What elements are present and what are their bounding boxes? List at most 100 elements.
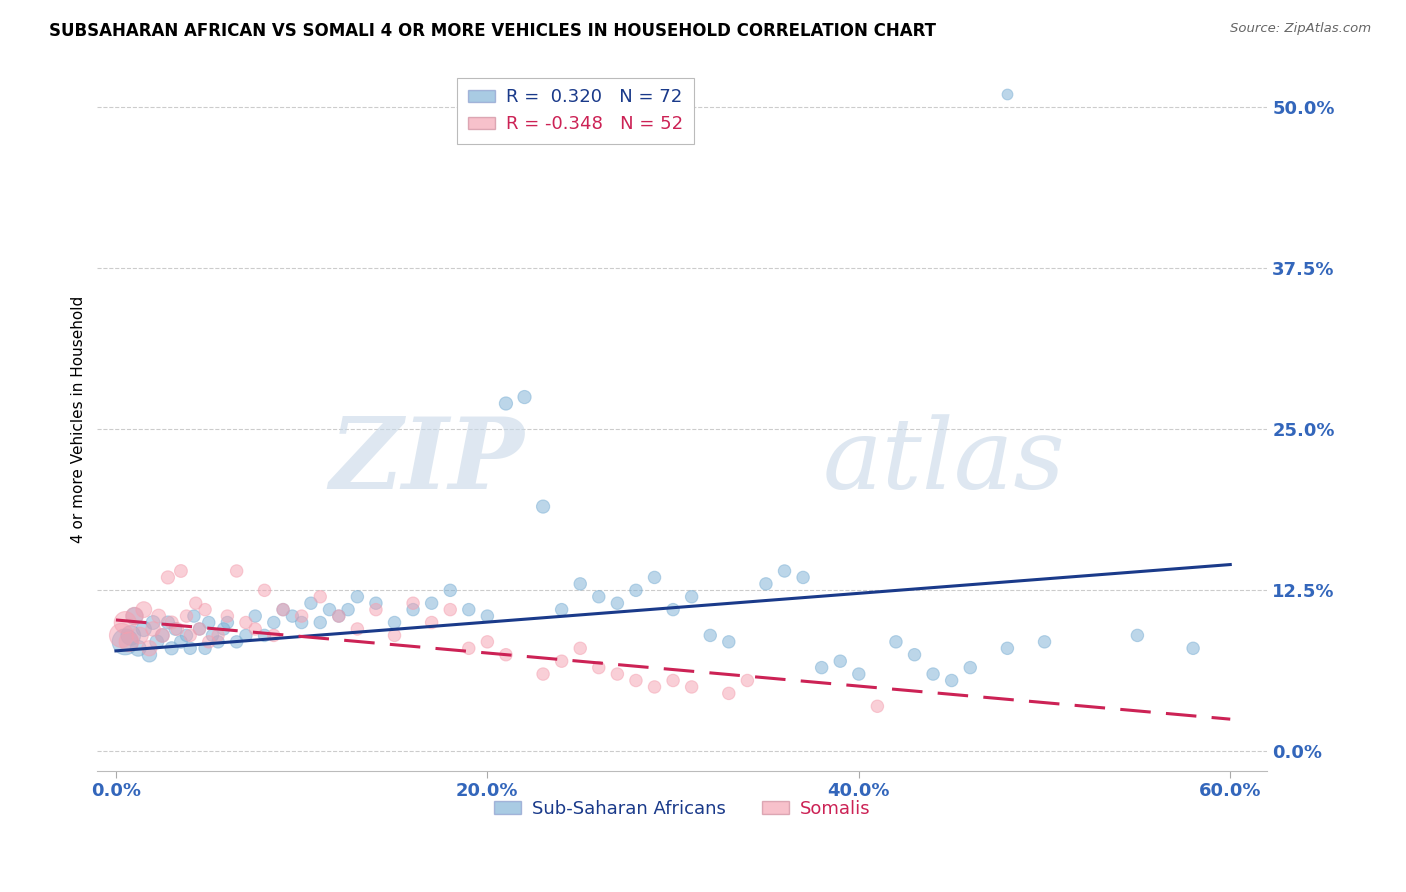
Point — [207, 628, 229, 642]
Point — [384, 615, 406, 630]
Point — [513, 390, 536, 404]
Point — [165, 622, 187, 636]
Point — [194, 602, 217, 616]
Point — [138, 648, 160, 662]
Point — [402, 596, 425, 610]
Point — [225, 564, 247, 578]
Point — [176, 628, 198, 642]
Point — [457, 602, 479, 616]
Point — [183, 609, 205, 624]
Point — [1126, 628, 1149, 642]
Point — [995, 641, 1018, 656]
Point — [138, 641, 160, 656]
Point — [129, 628, 152, 642]
Point — [150, 628, 173, 642]
Point — [235, 615, 257, 630]
Point — [699, 628, 721, 642]
Point — [569, 577, 592, 591]
Point — [188, 622, 211, 636]
Point — [291, 615, 314, 630]
Point — [217, 615, 239, 630]
Point — [681, 680, 703, 694]
Point — [160, 615, 183, 630]
Point — [197, 635, 219, 649]
Point — [662, 673, 685, 688]
Point — [995, 87, 1018, 102]
Point — [477, 635, 499, 649]
Point — [644, 680, 666, 694]
Point — [132, 622, 155, 636]
Point — [124, 609, 146, 624]
Point — [662, 602, 685, 616]
Point — [328, 609, 350, 624]
Point — [281, 609, 304, 624]
Point — [253, 583, 276, 598]
Point — [132, 602, 155, 616]
Point — [903, 648, 925, 662]
Point — [148, 609, 170, 624]
Point — [810, 660, 832, 674]
Point — [644, 570, 666, 584]
Point — [156, 615, 179, 630]
Point — [495, 648, 517, 662]
Text: SUBSAHARAN AFRICAN VS SOMALI 4 OR MORE VEHICLES IN HOUSEHOLD CORRELATION CHART: SUBSAHARAN AFRICAN VS SOMALI 4 OR MORE V… — [49, 22, 936, 40]
Point — [217, 609, 239, 624]
Point — [569, 641, 592, 656]
Point — [179, 641, 201, 656]
Point — [263, 628, 285, 642]
Point — [188, 622, 211, 636]
Point — [848, 667, 870, 681]
Point — [271, 602, 294, 616]
Point — [184, 596, 207, 610]
Point — [197, 615, 219, 630]
Point — [176, 609, 198, 624]
Point — [884, 635, 907, 649]
Point — [717, 635, 740, 649]
Point — [495, 396, 517, 410]
Point — [271, 602, 294, 616]
Point — [439, 583, 461, 598]
Point — [337, 602, 360, 616]
Point — [531, 667, 554, 681]
Point — [959, 660, 981, 674]
Point — [420, 596, 443, 610]
Point — [364, 596, 387, 610]
Point — [624, 583, 647, 598]
Point — [212, 622, 235, 636]
Point — [792, 570, 814, 584]
Point — [830, 654, 852, 668]
Point — [755, 577, 778, 591]
Point — [194, 641, 217, 656]
Point — [166, 622, 188, 636]
Point — [717, 686, 740, 700]
Point — [737, 673, 759, 688]
Point — [477, 609, 499, 624]
Point — [457, 641, 479, 656]
Y-axis label: 4 or more Vehicles in Household: 4 or more Vehicles in Household — [72, 296, 86, 543]
Point — [346, 622, 368, 636]
Point — [110, 628, 132, 642]
Point — [681, 590, 703, 604]
Point — [170, 564, 193, 578]
Point — [402, 602, 425, 616]
Text: atlas: atlas — [823, 414, 1066, 509]
Point — [364, 602, 387, 616]
Point — [225, 635, 247, 649]
Point — [866, 699, 889, 714]
Point — [941, 673, 963, 688]
Point — [127, 641, 149, 656]
Text: ZIP: ZIP — [329, 414, 524, 510]
Point — [245, 609, 267, 624]
Point — [170, 635, 193, 649]
Point — [156, 570, 179, 584]
Point — [588, 660, 610, 674]
Point — [253, 628, 276, 642]
Point — [235, 628, 257, 642]
Point — [291, 609, 314, 624]
Point — [201, 628, 224, 642]
Point — [346, 590, 368, 604]
Point — [179, 628, 201, 642]
Point — [773, 564, 796, 578]
Point — [624, 673, 647, 688]
Point — [150, 628, 173, 642]
